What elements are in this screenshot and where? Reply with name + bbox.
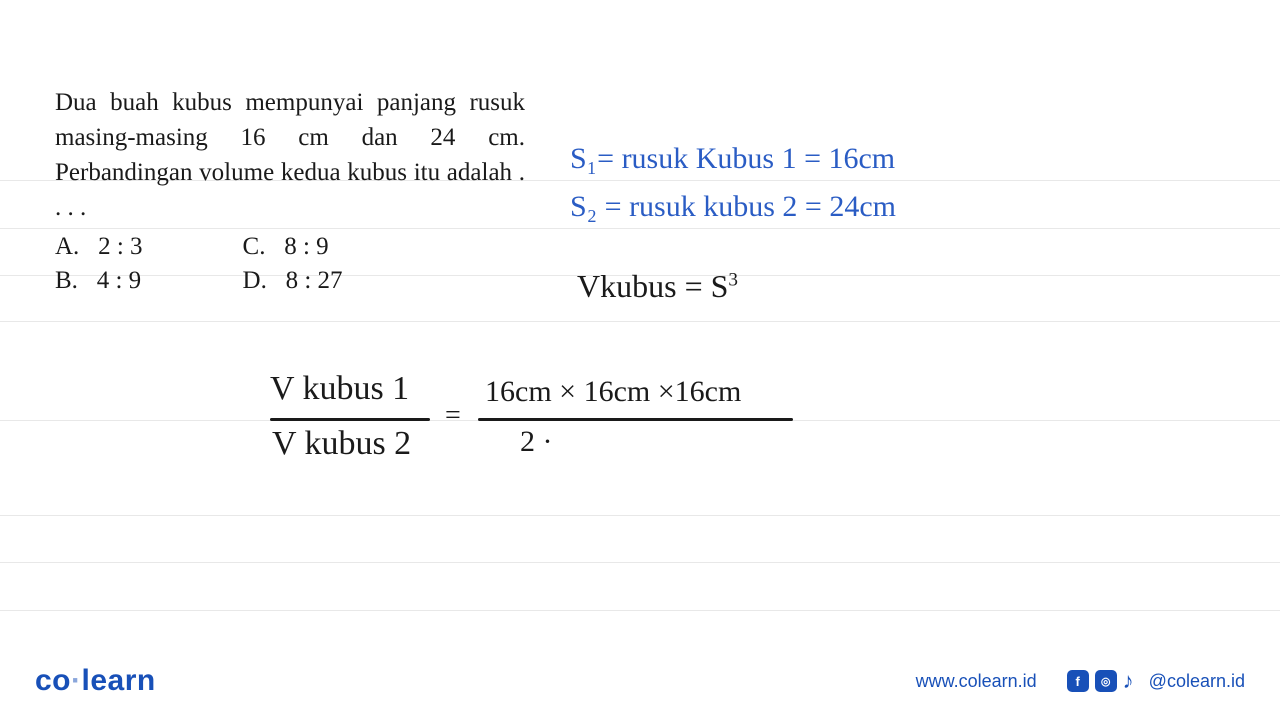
ruled-line: [0, 610, 1280, 611]
instagram-icon: ◎: [1095, 670, 1117, 692]
option-value: 4 : 9: [97, 267, 141, 294]
handwriting-frac-num-right: 16cm × 16cm ×16cm: [485, 375, 741, 409]
fraction-line-left: [270, 418, 430, 421]
options-col-2: C. 8 : 9 D. 8 : 27: [243, 233, 343, 295]
logo-part2: learn: [82, 664, 156, 697]
handwriting-frac-den-left: V kubus 2: [272, 425, 411, 463]
ruled-line: [0, 321, 1280, 322]
tiktok-icon: ♪: [1123, 668, 1141, 694]
option-label: B.: [55, 267, 78, 294]
option-d: D. 8 : 27: [243, 267, 343, 295]
option-label: A.: [55, 233, 79, 260]
formula-exponent: 3: [728, 269, 738, 290]
ruled-line: [0, 515, 1280, 516]
option-c: C. 8 : 9: [243, 233, 343, 261]
option-label: C.: [243, 233, 266, 260]
handwriting-frac-den-right: 2 ·: [520, 425, 553, 459]
option-value: 2 : 3: [98, 233, 142, 260]
handwriting-s1: S₁= rusuk Kubus 1 = 16cm: [570, 142, 895, 176]
formula-body: Vkubus = S: [577, 268, 728, 304]
brand-logo: co·learn: [35, 664, 156, 698]
options-col-1: A. 2 : 3 B. 4 : 9: [55, 233, 143, 295]
social-handle: @colearn.id: [1149, 671, 1245, 692]
footer: co·learn www.colearn.id f ◎ ♪ @colearn.i…: [0, 664, 1280, 698]
logo-dot: ·: [71, 664, 82, 697]
option-value: 8 : 27: [286, 267, 343, 294]
fraction-line-right: [478, 418, 793, 421]
handwriting-equals: =: [445, 400, 461, 432]
ruled-line: [0, 562, 1280, 563]
question-text: Dua buah kubus mempunyai panjang rusuk m…: [55, 85, 525, 225]
options: A. 2 : 3 B. 4 : 9 C. 8 : 9 D. 8 : 27: [55, 233, 525, 295]
option-label: D.: [243, 267, 267, 294]
option-b: B. 4 : 9: [55, 267, 143, 295]
option-a: A. 2 : 3: [55, 233, 143, 261]
website-url: www.colearn.id: [916, 671, 1037, 692]
facebook-icon: f: [1067, 670, 1089, 692]
option-value: 8 : 9: [284, 233, 328, 260]
handwriting-s2: S₂ = rusuk kubus 2 = 24cm: [570, 190, 896, 224]
handwriting-formula: Vkubus = S3: [577, 268, 738, 305]
social-icons: f ◎ ♪ @colearn.id: [1067, 668, 1245, 694]
handwriting-frac-num-left: V kubus 1: [270, 370, 409, 408]
question-block: Dua buah kubus mempunyai panjang rusuk m…: [55, 85, 525, 295]
logo-part1: co: [35, 664, 71, 697]
